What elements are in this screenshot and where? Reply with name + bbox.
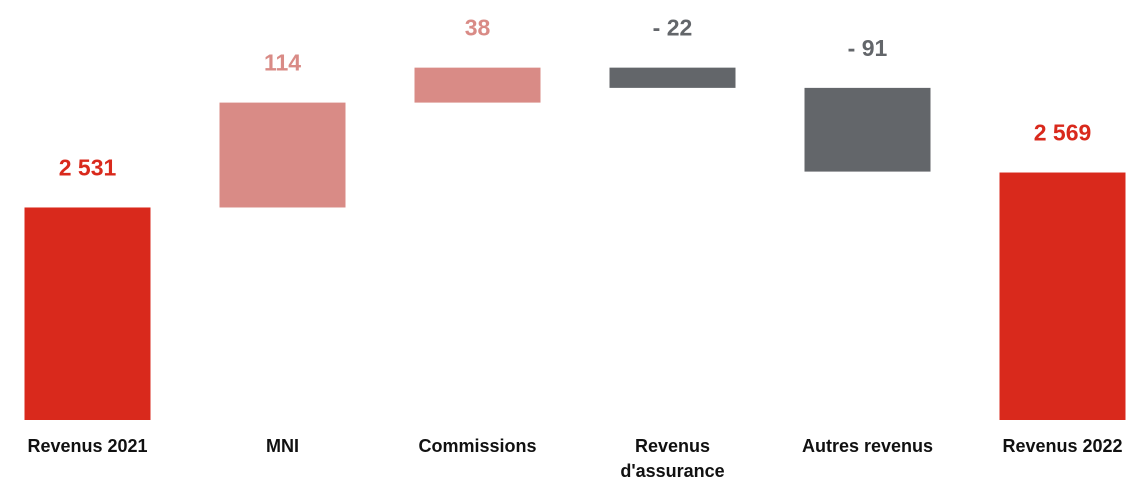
- category-text: Revenus 2021: [27, 436, 148, 456]
- x-tick-label: Autres revenus: [788, 434, 948, 459]
- bar: [24, 207, 151, 420]
- x-tick-label: Revenus 2021: [8, 434, 168, 459]
- value-label: 2 569: [1034, 120, 1092, 146]
- value-label: 38: [465, 15, 491, 41]
- category-text: Revenus 2022: [1002, 436, 1123, 456]
- x-tick-label: MNI: [203, 434, 363, 459]
- x-tick-label: Revenus 2022: [983, 434, 1140, 459]
- value-label: 2 531: [59, 155, 117, 181]
- bar: [414, 67, 541, 103]
- value-label: - 22: [653, 15, 693, 41]
- category-text: Commissions: [418, 436, 537, 456]
- category-text: Autres revenus: [801, 436, 934, 456]
- category-text: MNI: [266, 436, 299, 456]
- bar: [219, 102, 346, 208]
- bar: [999, 172, 1126, 420]
- category-text: Revenus d'assurance: [620, 436, 725, 481]
- x-tick-label: Commissions: [398, 434, 558, 459]
- bar: [804, 87, 931, 172]
- value-label: 114: [264, 50, 301, 76]
- bar: [609, 67, 736, 88]
- value-label: - 91: [848, 35, 888, 61]
- x-tick-label: Revenus d'assurance: [593, 434, 753, 482]
